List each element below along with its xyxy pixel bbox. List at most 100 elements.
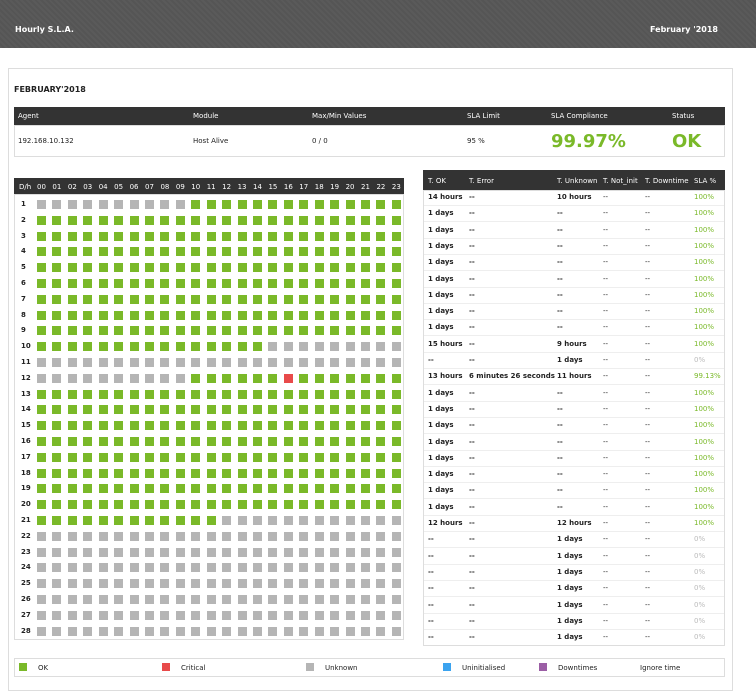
summary-cell: 95 %: [467, 137, 485, 145]
hour-cell: [237, 531, 247, 541]
times-cell: 100%: [694, 323, 715, 332]
times-cell: --: [645, 193, 651, 201]
hour-cell: [129, 279, 139, 288]
row-divider: [424, 319, 724, 321]
hour-cell: [67, 437, 77, 446]
hour-cell: [253, 342, 263, 352]
row-divider: [424, 628, 724, 630]
hour-cell: [83, 279, 93, 288]
hour-cell: [253, 437, 263, 446]
times-cell: --: [603, 551, 609, 560]
times-cell: --: [557, 225, 563, 234]
header-title: Hourly S.L.A.: [15, 25, 74, 34]
hour-cell: [52, 595, 62, 604]
hour-cell: [98, 563, 108, 573]
times-header-cell: T. Unknown: [557, 177, 598, 185]
times-cell: --: [469, 519, 475, 527]
hour-cell: [314, 247, 324, 257]
times-cell: 1 days: [428, 290, 454, 299]
times-cell: --: [645, 633, 651, 642]
hour-cell: [222, 484, 232, 494]
hour-cell: [283, 516, 293, 525]
hour-cell: [67, 231, 77, 241]
hour-cell: [37, 579, 46, 589]
day-label: 6: [21, 279, 26, 287]
hour-cell: [206, 579, 216, 589]
hour-cell: [222, 531, 232, 541]
hour-cell: [314, 263, 324, 273]
summary-header-cell: Module: [193, 112, 219, 120]
times-cell: 1 days: [428, 307, 454, 316]
hour-cell: [98, 247, 108, 257]
hour-cell: [175, 610, 185, 620]
hour-cell: [129, 247, 139, 257]
hour-cell: [206, 547, 216, 557]
hour-cell: [345, 595, 355, 604]
hour-cell: [129, 373, 139, 383]
hour-cell: [52, 516, 62, 525]
hour-cell: [361, 595, 371, 604]
times-cell: --: [603, 535, 609, 544]
hour-label: 01: [52, 183, 62, 191]
hour-cell: [299, 595, 309, 604]
hour-cell: [391, 610, 401, 620]
hour-cell: [67, 579, 77, 589]
times-cell: --: [645, 470, 651, 479]
times-cell: 100%: [694, 519, 715, 527]
hour-cell: [160, 294, 170, 304]
hour-cell: [37, 247, 46, 257]
hour-cell: [330, 531, 340, 541]
hour-cell: [237, 468, 247, 478]
times-cell: --: [603, 258, 609, 267]
hour-cell: [299, 500, 309, 510]
day-label: 25: [21, 579, 31, 588]
times-cell: 12 hours: [557, 519, 592, 527]
hour-cell: [361, 484, 371, 494]
times-cell: 1 days: [428, 437, 454, 446]
hour-cell: [391, 358, 401, 367]
hour-cell: [376, 595, 386, 604]
times-cell: --: [645, 421, 651, 430]
hour-cell: [98, 405, 108, 415]
times-cell: 10 hours: [557, 193, 592, 201]
times-cell: 1 days: [557, 600, 583, 609]
hour-cell: [361, 421, 371, 431]
hour-cell: [175, 421, 185, 431]
hour-cell: [361, 547, 371, 557]
times-cell: --: [603, 404, 609, 413]
hour-cell: [222, 421, 232, 431]
row-divider: [424, 253, 724, 255]
hour-cell: [330, 247, 340, 257]
hour-cell: [206, 200, 216, 209]
hour-cell: [145, 579, 154, 589]
times-cell: 12 hours: [428, 519, 463, 527]
hour-cell: [345, 279, 355, 288]
hour-cell: [206, 516, 216, 525]
hour-cell: [314, 405, 324, 415]
hour-cell: [114, 215, 124, 225]
hour-cell: [314, 626, 324, 636]
hour-cell: [160, 405, 170, 415]
hour-cell: [222, 294, 232, 304]
times-cell: 0%: [694, 551, 706, 560]
times-cell: --: [603, 567, 609, 576]
hour-cell: [175, 294, 185, 304]
legend-label: OK: [38, 664, 49, 672]
hour-cell: [237, 263, 247, 273]
hour-cell: [98, 484, 108, 494]
summary-header-cell: Max/Min Values: [312, 112, 367, 120]
hour-cell: [361, 231, 371, 241]
grid-header: [14, 178, 404, 194]
hour-label: 00: [37, 183, 46, 191]
times-header-cell: T. Downtime: [645, 177, 689, 185]
header-date: February '2018: [650, 25, 718, 34]
times-cell: 11 hours: [557, 372, 592, 381]
times-cell: 100%: [694, 339, 715, 348]
times-cell: --: [645, 323, 651, 332]
hour-label: 04: [98, 183, 108, 191]
hour-cell: [314, 579, 324, 589]
times-cell: 1 days: [428, 502, 454, 511]
hour-cell: [98, 452, 108, 462]
hour-cell: [345, 452, 355, 462]
hour-cell: [206, 231, 216, 241]
